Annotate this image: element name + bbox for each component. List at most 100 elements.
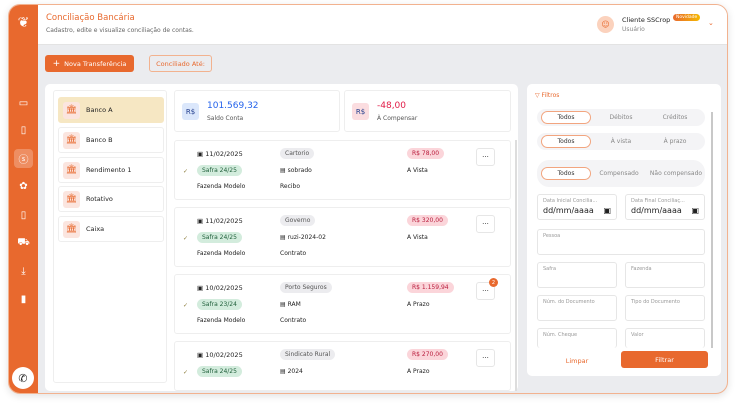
tx-date: 10/02/2025 — [205, 284, 243, 292]
tx-doc-type: Contrato — [280, 250, 307, 257]
pending-value: -48,00 — [377, 101, 407, 111]
filter-scrollbar[interactable] — [711, 112, 713, 348]
tx-person: Porto Seguros — [280, 282, 332, 293]
tx-doc: RAM — [287, 301, 301, 308]
bank-item[interactable]: 🏛 Rotativo — [58, 186, 164, 212]
bank-item[interactable]: 🏛 Caixa — [58, 216, 164, 242]
scrollbar[interactable] — [515, 140, 517, 391]
calendar-icon[interactable]: ▣ — [603, 206, 611, 215]
filter-button[interactable]: Filtrar — [621, 351, 708, 368]
tx-doc: 2024 — [287, 368, 303, 375]
laptop-icon[interactable]: ▭ — [18, 98, 29, 109]
news-badge[interactable]: Novidade — [673, 14, 701, 21]
tx-amount: R$ 270,00 — [407, 349, 448, 360]
seg-option[interactable]: Débitos — [609, 113, 633, 121]
bank-item[interactable]: 🏛 Banco B — [58, 127, 164, 153]
chart-icon[interactable]: ▮ — [20, 294, 27, 305]
value-field[interactable]: Valor — [625, 328, 705, 348]
doc-type-field[interactable]: Tipo do Documento — [625, 295, 705, 321]
bank-icon: 🏛 — [63, 101, 80, 119]
bank-icon: 🏛 — [63, 190, 80, 208]
tx-date: 11/02/2025 — [205, 150, 243, 158]
transaction-card[interactable]: ▣ 11/02/2025 ✓ Safra 24/25 Fazenda Model… — [174, 207, 511, 267]
page-title: Conciliação Bancária — [46, 13, 135, 23]
seg-option[interactable]: Não compensado — [649, 169, 703, 177]
tx-person: Cartorio — [280, 148, 315, 159]
tx-person: Sindicato Rural — [280, 349, 336, 360]
tx-doc: sobrado — [287, 167, 312, 174]
money-icon[interactable]: ⓢ — [14, 149, 33, 168]
tx-farm: Fazenda Modelo — [197, 317, 246, 324]
document-icon: ▤ — [280, 167, 286, 174]
calendar-icon[interactable]: ▣ — [691, 206, 699, 215]
seg-option[interactable]: Todos — [541, 111, 591, 124]
user-name: Cliente SSCrop — [622, 16, 671, 24]
date-end-field[interactable]: Data Final Conciliaç... dd/mm/aaaa ▣ — [625, 194, 705, 220]
seg-option[interactable]: Créditos — [662, 113, 688, 121]
seg-option[interactable]: Todos — [541, 135, 591, 148]
clear-button[interactable]: Limpar — [565, 356, 589, 365]
tx-term: A Prazo — [407, 368, 430, 375]
pending-card: R$ -48,00 À Compensar — [344, 90, 511, 132]
tx-date: 10/02/2025 — [205, 351, 243, 359]
calendar-icon: ▣ — [197, 284, 204, 292]
new-transfer-button[interactable]: + Nova Transferência — [45, 55, 134, 72]
whatsapp-icon[interactable]: ✆ — [12, 367, 34, 389]
plant-icon[interactable]: ✿ — [19, 181, 28, 192]
transaction-card[interactable]: ▣ 11/02/2025 ✓ Safra 24/25 Fazenda Model… — [174, 140, 511, 200]
check-icon: ✓ — [183, 235, 189, 242]
doc-number-field[interactable]: Núm. do Documento — [537, 295, 617, 321]
pessoa-field[interactable]: Pessoa — [537, 229, 705, 255]
safra-field[interactable]: Safra — [537, 262, 617, 288]
balance-label: Saldo Conta — [207, 115, 244, 122]
bank-item[interactable]: 🏛 Banco A — [58, 97, 164, 123]
pending-label: À Compensar — [377, 115, 418, 122]
tx-person: Governo — [280, 215, 316, 226]
seg-option[interactable]: Todos — [541, 167, 591, 180]
bank-item[interactable]: 🏛 Rendimento 1 — [58, 157, 164, 183]
tx-doc-type: Contrato — [280, 317, 307, 324]
balance-value: 101.569,32 — [207, 101, 259, 111]
phone-icon[interactable]: ▯ — [20, 210, 27, 221]
tx-amount: R$ 1.159,94 — [407, 282, 454, 293]
transaction-card[interactable]: ▣ 10/02/2025 ✓ Safra 24/25 Sindicato Rur… — [174, 341, 511, 391]
cart-icon[interactable]: ⛟ — [17, 237, 30, 248]
calendar-icon: ▣ — [197, 217, 204, 225]
more-options-button[interactable]: ··· — [476, 148, 495, 166]
seg-option[interactable]: Compensado — [599, 169, 639, 177]
document-icon[interactable]: ▯ — [20, 125, 27, 136]
avatar[interactable]: ☺ — [597, 16, 614, 33]
bank-icon: 🏛 — [63, 131, 80, 149]
sidebar: ❦ ▭ ▯ ⓢ ✿ ▯ ⛟ ⤓ ▮ ✆ — [9, 5, 38, 393]
date-start-field[interactable]: Data Inicial Concilia... dd/mm/aaaa ▣ — [537, 194, 617, 220]
safra-badge: Safra 24/25 — [197, 232, 242, 243]
check-icon: ✓ — [183, 302, 189, 309]
more-options-button[interactable]: ··· — [476, 215, 495, 233]
check-icon: ✓ — [183, 369, 189, 376]
more-options-button[interactable]: ··· — [476, 282, 495, 300]
reconciled-until-button[interactable]: Conciliado Até: — [149, 55, 212, 72]
more-options-button[interactable]: ··· — [476, 349, 495, 367]
transaction-card[interactable]: ▣ 10/02/2025 ✓ Safra 23/24 Fazenda Model… — [174, 274, 511, 334]
tx-farm: Fazenda Modelo — [197, 183, 246, 190]
seg-option[interactable]: À prazo — [663, 137, 687, 145]
balance-card: R$ 101.569,32 Saldo Conta — [174, 90, 340, 132]
filter-panel: ▽ Filtros Todos Débitos Créditos Todos À vi… — [527, 84, 721, 376]
document-icon: ▤ — [280, 234, 286, 241]
currency-icon: R$ — [182, 103, 199, 120]
tx-doc-type: Recibo — [280, 183, 301, 190]
compensation-segment: Todos Compensado Não compensado — [537, 160, 705, 187]
calendar-icon: ▣ — [197, 351, 204, 359]
bank-icon: 🏛 — [63, 220, 80, 238]
chevron-down-icon[interactable]: ⌄ — [708, 19, 714, 27]
safra-badge: Safra 24/25 — [197, 165, 242, 176]
cheque-number-field[interactable]: Núm. Cheque — [537, 328, 617, 348]
type-segment: Todos Débitos Créditos — [537, 109, 705, 126]
filter-title: ▽ Filtros — [535, 92, 560, 99]
tx-amount: R$ 320,00 — [407, 215, 448, 226]
bank-list: 🏛 Banco A 🏛 Banco B 🏛 Rendimento 1 🏛 Rotativ… — [53, 90, 167, 383]
download-icon[interactable]: ⤓ — [21, 266, 26, 277]
seg-option[interactable]: À vista — [610, 137, 632, 145]
fazenda-field[interactable]: Fazenda — [625, 262, 705, 288]
document-icon: ▤ — [280, 301, 286, 308]
